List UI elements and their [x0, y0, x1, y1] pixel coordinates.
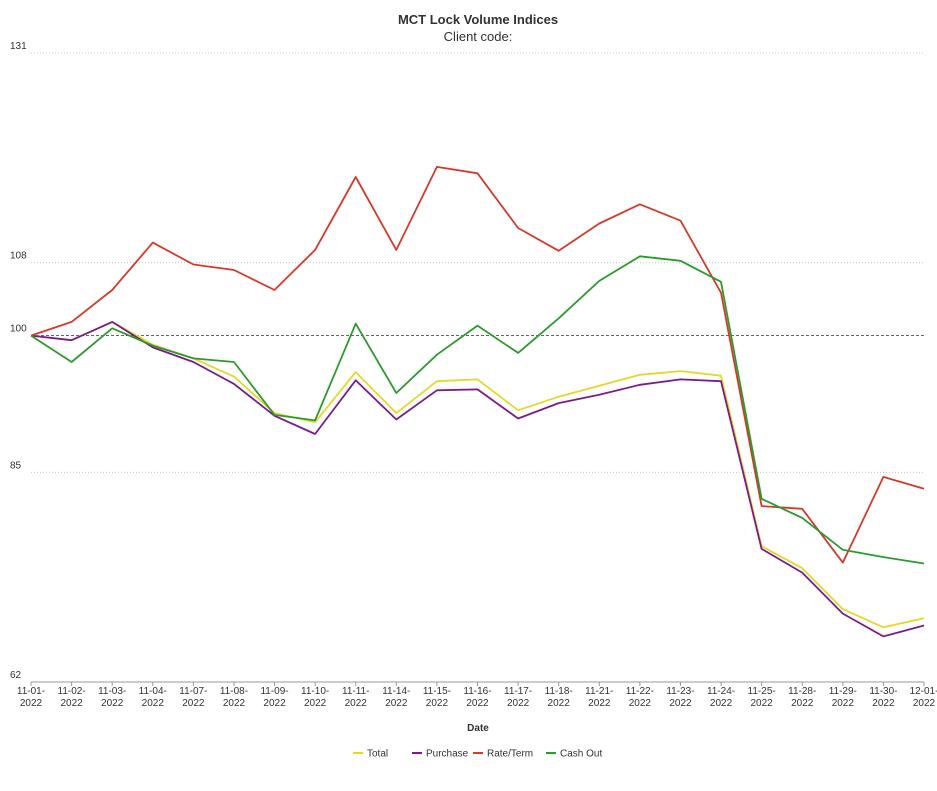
series-lines [30, 165, 925, 638]
x-tick-label: 11-18-2022 [545, 686, 573, 709]
x-tick-label: 11-16-2022 [463, 686, 491, 709]
x-tick-label: 11-01-2022 [17, 686, 45, 709]
y-axis-ticks: 131 108 100 85 62 [10, 41, 27, 681]
series-line-rate-term [30, 165, 925, 564]
x-tick-label: 12-01-2022 [910, 686, 937, 709]
series-line-cash-out [30, 255, 925, 565]
legend: Total Purchase Rate/Term Cash Out [353, 749, 602, 760]
y-tick-label: 100 [10, 324, 27, 335]
x-tick-label: 11-30-2022 [869, 686, 897, 709]
x-tick-label: 11-28-2022 [788, 686, 816, 709]
x-tick-label: 11-15-2022 [423, 686, 451, 709]
x-axis-ticks: 11-01-2022 11-02-2022 11-03-2022 11-04-2022… [17, 682, 937, 709]
x-tick-label: 11-25-2022 [748, 686, 776, 709]
x-tick-label: 11-04-2022 [139, 686, 167, 709]
x-tick-label: 11-09-2022 [260, 686, 288, 709]
x-axis-label: Date [467, 723, 489, 734]
x-tick-label: 11-03-2022 [98, 686, 126, 709]
x-tick-label: 11-17-2022 [504, 686, 532, 709]
x-tick-label: 11-02-2022 [58, 686, 86, 709]
legend-item-purchase[interactable]: Purchase [412, 749, 469, 760]
y-tick-label: 62 [10, 670, 22, 681]
y-tick-label: 131 [10, 41, 27, 52]
y-tick-label: 108 [10, 251, 27, 262]
x-tick-label: 11-14-2022 [382, 686, 410, 709]
x-tick-label: 11-22-2022 [626, 686, 654, 709]
chart-title: MCT Lock Volume Indices [398, 12, 558, 27]
x-tick-label: 11-24-2022 [707, 686, 735, 709]
x-tick-label: 11-08-2022 [220, 686, 248, 709]
x-tick-label: 11-07-2022 [179, 686, 207, 709]
series-line-purchase [30, 320, 925, 638]
legend-label: Purchase [426, 749, 469, 760]
legend-item-rate-term[interactable]: Rate/Term [473, 749, 533, 760]
grid-lines [31, 52, 924, 683]
x-tick-label: 11-10-2022 [301, 686, 329, 709]
legend-label: Cash Out [560, 749, 602, 760]
x-tick-label: 11-23-2022 [666, 686, 694, 709]
legend-label: Total [367, 749, 388, 760]
series-line-total [30, 320, 925, 629]
x-tick-label: 11-21-2022 [585, 686, 613, 709]
legend-label: Rate/Term [487, 749, 533, 760]
legend-item-total[interactable]: Total [353, 749, 388, 760]
chart-subtitle: Client code: [444, 29, 513, 44]
x-tick-label: 11-29-2022 [829, 686, 857, 709]
x-tick-label: 11-11-2022 [342, 686, 369, 709]
legend-item-cash-out[interactable]: Cash Out [546, 749, 602, 760]
y-tick-label: 85 [10, 460, 22, 471]
